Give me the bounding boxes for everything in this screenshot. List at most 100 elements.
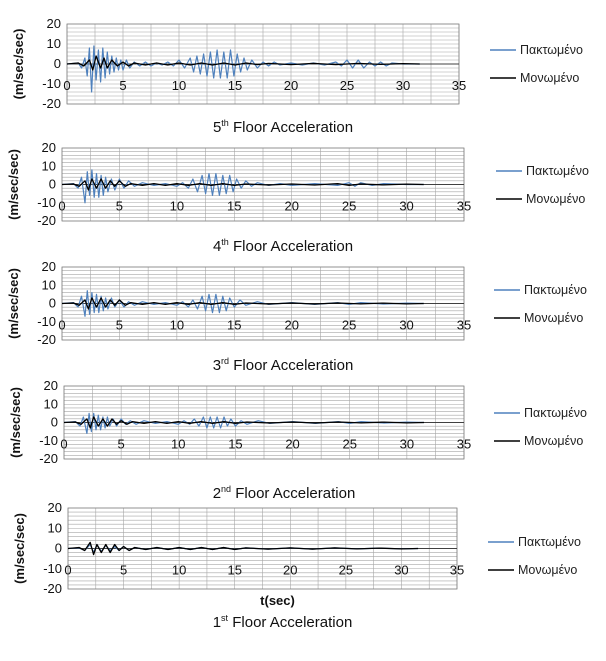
x-tick-label: 5 — [116, 318, 123, 333]
x-tick-label: 30 — [394, 563, 408, 578]
x-tick-label: 20 — [285, 437, 299, 452]
y-tick-label: 20 — [42, 259, 56, 274]
legend-label-fixed: Πακτωμένο — [524, 406, 587, 420]
y-tick-label: -20 — [37, 332, 56, 347]
y-tick-label: -10 — [37, 314, 56, 329]
y-tick-label: -20 — [43, 581, 62, 596]
series-line-isolated — [63, 416, 425, 429]
x-tick-label: 20 — [284, 318, 298, 333]
y-axis-label: (m/sec/sec) — [6, 149, 21, 220]
title-number: 2 — [213, 485, 221, 502]
legend-label-fixed: Πακτωμένο — [518, 535, 581, 549]
title-number: 5 — [213, 119, 221, 136]
legend-label-fixed: Πακτωμένο — [526, 164, 589, 178]
y-tick-label: -10 — [39, 433, 58, 448]
y-tick-label: -10 — [42, 76, 61, 91]
title-text: Floor Acceleration — [229, 357, 353, 374]
y-axis-label: (m/sec/sec) — [11, 29, 26, 100]
x-tick-label: 30 — [396, 78, 410, 93]
legend-label-fixed: Πακτωμένο — [520, 43, 583, 57]
chart-title: 2nd Floor Acceleration — [213, 484, 356, 502]
y-tick-label: -10 — [37, 195, 56, 210]
x-tick-label: 10 — [172, 563, 186, 578]
series-line-fixed — [61, 169, 424, 204]
title-ordinal-suffix: th — [221, 118, 229, 128]
x-tick-label: 10 — [171, 437, 185, 452]
x-tick-label: 15 — [227, 318, 241, 333]
title-ordinal-suffix: st — [221, 613, 229, 623]
y-tick-label: 0 — [55, 541, 62, 556]
legend-label-isolated: Μονωμένο — [518, 563, 577, 577]
title-number: 3 — [213, 357, 221, 374]
x-tick-label: 0 — [58, 318, 65, 333]
x-tick-label: 0 — [58, 199, 65, 214]
x-tick-label: 30 — [400, 437, 414, 452]
x-tick-label: 10 — [172, 78, 186, 93]
y-tick-label: -20 — [42, 96, 61, 111]
x-tick-label: 10 — [170, 318, 184, 333]
y-axis-label: (m/sec/sec) — [8, 387, 23, 458]
legend-label-isolated: Μονωμένο — [524, 311, 583, 325]
y-tick-label: 10 — [48, 520, 62, 535]
x-tick-label: 35 — [457, 437, 471, 452]
y-axis-label: (m/sec/sec) — [12, 513, 27, 584]
x-tick-label: 20 — [284, 78, 298, 93]
y-tick-label: 10 — [47, 36, 61, 51]
x-tick-label: 15 — [227, 199, 241, 214]
y-tick-label: -10 — [43, 561, 62, 576]
title-ordinal-suffix: nd — [221, 484, 231, 494]
chart-title: 3rd Floor Acceleration — [213, 356, 354, 374]
x-tick-label: 20 — [284, 199, 298, 214]
y-tick-label: 0 — [49, 177, 56, 192]
y-tick-label: 10 — [42, 158, 56, 173]
x-axis-label: t(sec) — [260, 593, 295, 608]
chart-title: 5th Floor Acceleration — [213, 118, 353, 136]
chart-title: 4th Floor Acceleration — [213, 237, 353, 255]
y-axis-label: (m/sec/sec) — [6, 268, 21, 339]
legend-label-fixed: Πακτωμένο — [524, 283, 587, 297]
y-tick-label: 20 — [48, 500, 62, 515]
y-tick-label: 20 — [42, 140, 56, 155]
y-tick-label: 0 — [54, 56, 61, 71]
x-tick-label: 0 — [60, 437, 67, 452]
x-tick-label: 25 — [340, 78, 354, 93]
x-tick-label: 25 — [342, 437, 356, 452]
y-tick-label: 10 — [42, 277, 56, 292]
x-tick-label: 35 — [457, 318, 471, 333]
x-tick-label: 25 — [339, 563, 353, 578]
x-tick-label: 15 — [228, 437, 242, 452]
x-tick-label: 5 — [119, 78, 126, 93]
legend-label-isolated: Μονωμένο — [524, 434, 583, 448]
series-line-isolated — [61, 178, 424, 191]
x-tick-label: 30 — [399, 318, 413, 333]
legend-label-isolated: Μονωμένο — [520, 71, 579, 85]
title-ordinal-suffix: th — [221, 237, 229, 247]
y-tick-label: 0 — [49, 296, 56, 311]
y-tick-label: 10 — [44, 396, 58, 411]
x-tick-label: 35 — [452, 78, 466, 93]
y-tick-label: 20 — [47, 16, 61, 31]
title-text: Floor Acceleration — [229, 238, 353, 255]
x-tick-label: 15 — [228, 78, 242, 93]
y-tick-label: -20 — [37, 213, 56, 228]
x-tick-label: 0 — [63, 78, 70, 93]
chart-title: 1st Floor Acceleration — [213, 613, 353, 631]
title-number: 4 — [213, 238, 221, 255]
legend-label-isolated: Μονωμένο — [526, 192, 585, 206]
x-tick-label: 0 — [64, 563, 71, 578]
x-tick-label: 30 — [399, 199, 413, 214]
x-tick-label: 25 — [342, 199, 356, 214]
x-tick-label: 20 — [283, 563, 297, 578]
x-tick-label: 35 — [450, 563, 464, 578]
title-number: 1 — [213, 614, 221, 631]
x-tick-label: 5 — [116, 199, 123, 214]
series-line-isolated — [67, 541, 419, 556]
x-tick-label: 25 — [342, 318, 356, 333]
series-line-isolated — [61, 297, 424, 310]
y-tick-label: 20 — [44, 378, 58, 393]
